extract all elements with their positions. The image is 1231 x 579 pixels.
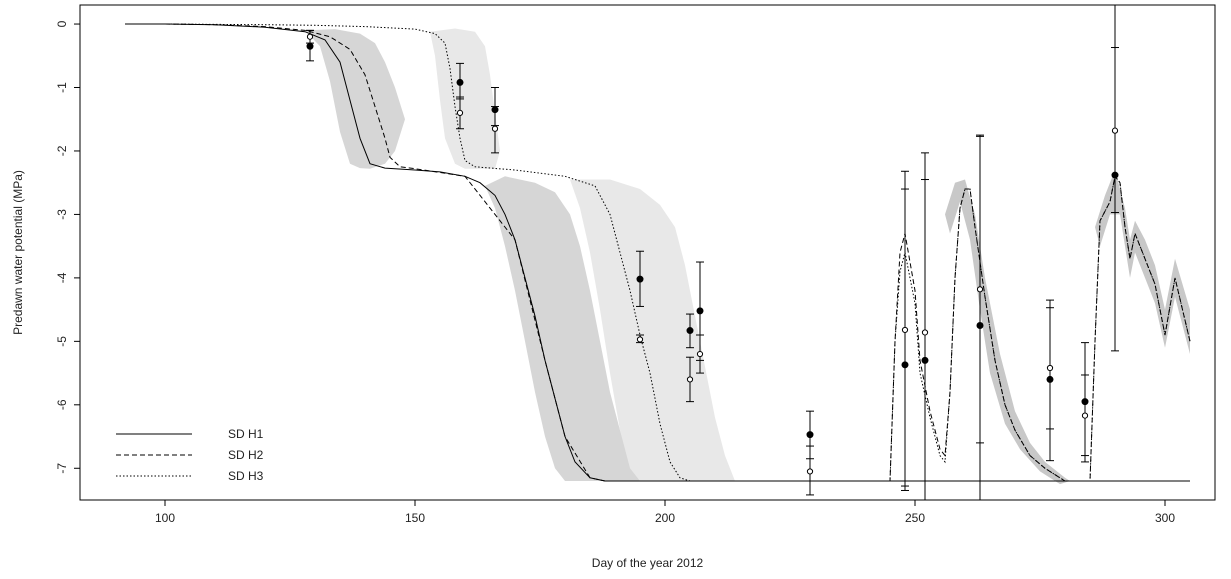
observation-filled-point	[806, 431, 814, 439]
observation-filled-point	[636, 275, 644, 283]
observation-6	[491, 106, 499, 154]
x-tick-label-300: 300	[1155, 511, 1175, 525]
observation-open-point	[976, 286, 984, 293]
observation-open-point	[491, 125, 499, 132]
observation-18	[921, 179, 929, 500]
uncertainty-band-6	[1095, 170, 1190, 354]
uncertainty-band-5	[945, 179, 1070, 485]
observation-12	[696, 334, 704, 374]
observation-16	[901, 188, 909, 487]
x-axis: 100 150 200 250 300	[155, 500, 1175, 525]
observation-20	[976, 134, 984, 444]
y-axis: 0 -1 -2 -3 -4 -5 -6 -7	[55, 20, 80, 474]
observation-open-point	[921, 329, 929, 336]
uncertainty-band-3	[430, 28, 500, 169]
observation-4	[456, 96, 464, 130]
uncertainty-band-4	[570, 179, 735, 481]
y-axis-label: Predawn water potential (MPa)	[11, 170, 25, 335]
legend-label-1: SD H1	[228, 427, 264, 441]
series-line-1	[125, 23, 1190, 482]
bands-layer	[305, 28, 1190, 485]
y-tick-label--4: -4	[55, 272, 69, 283]
observation-open-point	[456, 109, 464, 116]
y-tick-label--2: -2	[55, 145, 69, 156]
observation-filled-point	[696, 307, 704, 315]
y-tick-label--1: -1	[55, 82, 69, 93]
observation-open-point	[806, 468, 814, 475]
x-tick-label-150: 150	[405, 511, 425, 525]
observation-open-point	[1081, 412, 1089, 419]
observation-10	[686, 356, 694, 403]
observation-22	[1046, 307, 1054, 430]
observation-14	[806, 445, 814, 496]
legend-label-2: SD H2	[228, 448, 264, 462]
uncertainty-band-2	[485, 176, 640, 482]
y-tick-label--3: -3	[55, 209, 69, 220]
y-tick-label--6: -6	[55, 399, 69, 410]
observation-open-point	[306, 33, 314, 40]
observation-2	[306, 29, 314, 44]
y-tick-label-0: 0	[55, 20, 69, 27]
legend: SD H1 SD H2 SD H3	[116, 427, 264, 483]
lines-layer	[125, 23, 1191, 482]
observation-filled-point	[306, 42, 314, 50]
uncertainty-band-1	[305, 29, 405, 169]
observation-open-point	[1046, 364, 1054, 372]
legend-label-3: SD H3	[228, 469, 264, 483]
observations-layer	[306, 5, 1119, 500]
observation-filled-point	[686, 327, 694, 335]
plot-frame	[79, 4, 1216, 501]
x-axis-label: Day of the year 2012	[592, 556, 704, 570]
x-tick-label-200: 200	[655, 511, 675, 525]
observation-filled-point	[456, 78, 464, 86]
observation-8	[636, 334, 644, 344]
observation-open-point	[901, 326, 909, 334]
observation-24	[1081, 374, 1089, 457]
observation-open-point	[636, 336, 644, 343]
y-tick-label--5: -5	[55, 336, 69, 347]
observation-open-point	[1111, 127, 1119, 134]
observation-9	[686, 313, 694, 349]
x-tick-label-100: 100	[155, 511, 175, 525]
observation-open-point	[696, 350, 704, 358]
y-tick-label--7: -7	[55, 463, 69, 474]
observation-7	[636, 250, 644, 307]
observation-26	[1111, 47, 1119, 214]
observation-open-point	[686, 376, 694, 383]
x-tick-label-250: 250	[905, 511, 925, 525]
